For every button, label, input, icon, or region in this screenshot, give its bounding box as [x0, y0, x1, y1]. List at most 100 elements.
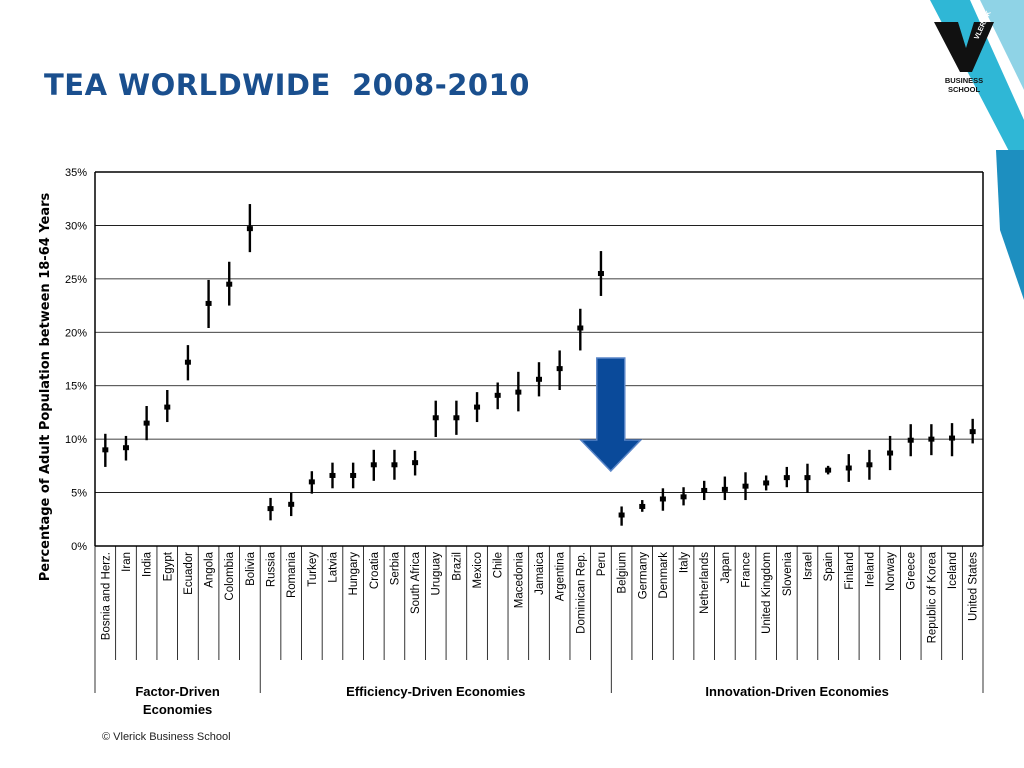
category-label: Turkey — [307, 552, 319, 587]
point-marker-41 — [928, 436, 935, 442]
logo-v-mark — [934, 22, 994, 72]
point-marker-16 — [412, 460, 419, 466]
point-marker-32 — [742, 483, 749, 489]
point-marker-31 — [721, 486, 728, 492]
point-marker-27 — [639, 503, 646, 509]
point-marker-19 — [474, 404, 481, 410]
category-label: Iran — [121, 552, 133, 572]
point-marker-40 — [907, 437, 914, 443]
y-tick-label: 35% — [65, 167, 87, 179]
point-marker-23 — [556, 366, 563, 372]
category-label: Croatia — [369, 551, 381, 589]
point-marker-42 — [949, 435, 956, 441]
category-label: Uruguay — [431, 552, 443, 596]
point-marker-5 — [184, 359, 191, 365]
category-label: Argentina — [555, 551, 567, 601]
category-label: India — [142, 551, 154, 577]
point-marker-22 — [536, 376, 542, 382]
y-tick-label: 20% — [65, 327, 87, 339]
point-marker-18 — [453, 415, 460, 421]
category-label: Brazil — [451, 552, 463, 581]
slide-title: TEA WORLDWIDE 2008-2010 — [44, 68, 530, 102]
point-marker-2 — [122, 445, 129, 451]
point-marker-21 — [515, 389, 522, 395]
point-marker-26 — [618, 512, 625, 518]
category-label: Finland — [844, 552, 856, 590]
point-marker-36 — [825, 467, 832, 473]
category-label: Hungary — [348, 552, 360, 596]
group-label: Economies — [143, 702, 212, 717]
point-marker-7 — [226, 281, 233, 287]
point-marker-10 — [288, 501, 295, 507]
category-label: Slovenia — [782, 551, 794, 596]
copyright-footer: © Vlerick Business School — [102, 731, 231, 743]
point-marker-9 — [267, 506, 274, 512]
logo-text-line1: BUSINESS — [945, 76, 983, 85]
category-label: Bolivia — [245, 551, 257, 585]
point-marker-37 — [845, 465, 852, 471]
point-marker-33 — [763, 480, 770, 486]
category-label: Belgium — [617, 552, 629, 594]
point-marker-34 — [783, 475, 790, 481]
category-label: Republic of Korea — [926, 551, 938, 643]
point-marker-38 — [866, 462, 873, 468]
category-label: United Kingdom — [761, 552, 773, 634]
category-label: Netherlands — [699, 552, 711, 614]
category-label: Macedonia — [513, 551, 525, 608]
point-marker-43 — [969, 429, 976, 435]
y-tick-label: 15% — [65, 381, 87, 393]
category-label: Chile — [493, 552, 505, 578]
category-label: Colombia — [224, 551, 236, 600]
category-label: Ireland — [864, 552, 876, 587]
point-marker-3 — [143, 420, 150, 426]
category-label: Bosnia and Herz. — [100, 552, 112, 640]
point-marker-28 — [659, 496, 666, 502]
category-label: Italy — [679, 552, 691, 573]
category-label: Romania — [286, 551, 298, 598]
category-label: Egypt — [162, 551, 174, 581]
group-label: Innovation-Driven Economies — [705, 684, 888, 699]
category-label: Japan — [720, 552, 732, 583]
category-label: South Africa — [410, 551, 422, 614]
point-marker-8 — [246, 226, 253, 232]
category-label: Peru — [596, 552, 608, 576]
category-label: Spain — [823, 552, 835, 581]
category-label: United States — [968, 552, 980, 621]
group-label: Efficiency-Driven Economies — [346, 684, 525, 699]
category-label: Iceland — [947, 552, 959, 589]
category-label: Ecuador — [183, 552, 195, 595]
down-arrow-annotation — [579, 357, 643, 473]
point-marker-25 — [597, 271, 604, 277]
point-marker-24 — [577, 325, 584, 331]
point-marker-11 — [308, 479, 315, 485]
category-label: Jamaica — [534, 551, 546, 594]
category-label: Germany — [637, 552, 649, 600]
category-label: Denmark — [658, 552, 670, 599]
point-marker-17 — [432, 415, 439, 421]
category-label: Dominican Rep. — [575, 552, 587, 634]
point-marker-14 — [370, 462, 377, 468]
logo-text-line2: SCHOOL — [948, 85, 981, 94]
y-tick-label: 10% — [65, 434, 87, 446]
y-tick-label: 0% — [71, 541, 87, 553]
y-tick-label: 30% — [65, 220, 87, 232]
point-marker-4 — [164, 404, 171, 410]
category-label: Israel — [802, 552, 814, 580]
category-label: Latvia — [327, 551, 339, 582]
logo-blue-stripe — [996, 150, 1024, 300]
point-marker-13 — [350, 472, 357, 478]
y-tick-label: 25% — [65, 274, 87, 286]
point-marker-29 — [680, 494, 687, 500]
vlerick-logo: VLERICK BUSINESS SCHOOL — [930, 0, 1024, 300]
point-marker-30 — [701, 487, 708, 493]
point-marker-35 — [804, 475, 811, 481]
category-label: Norway — [885, 552, 897, 591]
group-label: Factor-Driven — [135, 684, 220, 699]
category-label: Serbia — [389, 551, 401, 585]
point-marker-6 — [205, 300, 212, 306]
point-marker-12 — [329, 472, 336, 478]
y-axis-label: Percentage of Adult Population between 1… — [38, 192, 53, 581]
point-marker-1 — [102, 447, 109, 453]
category-label: Mexico — [472, 552, 484, 588]
